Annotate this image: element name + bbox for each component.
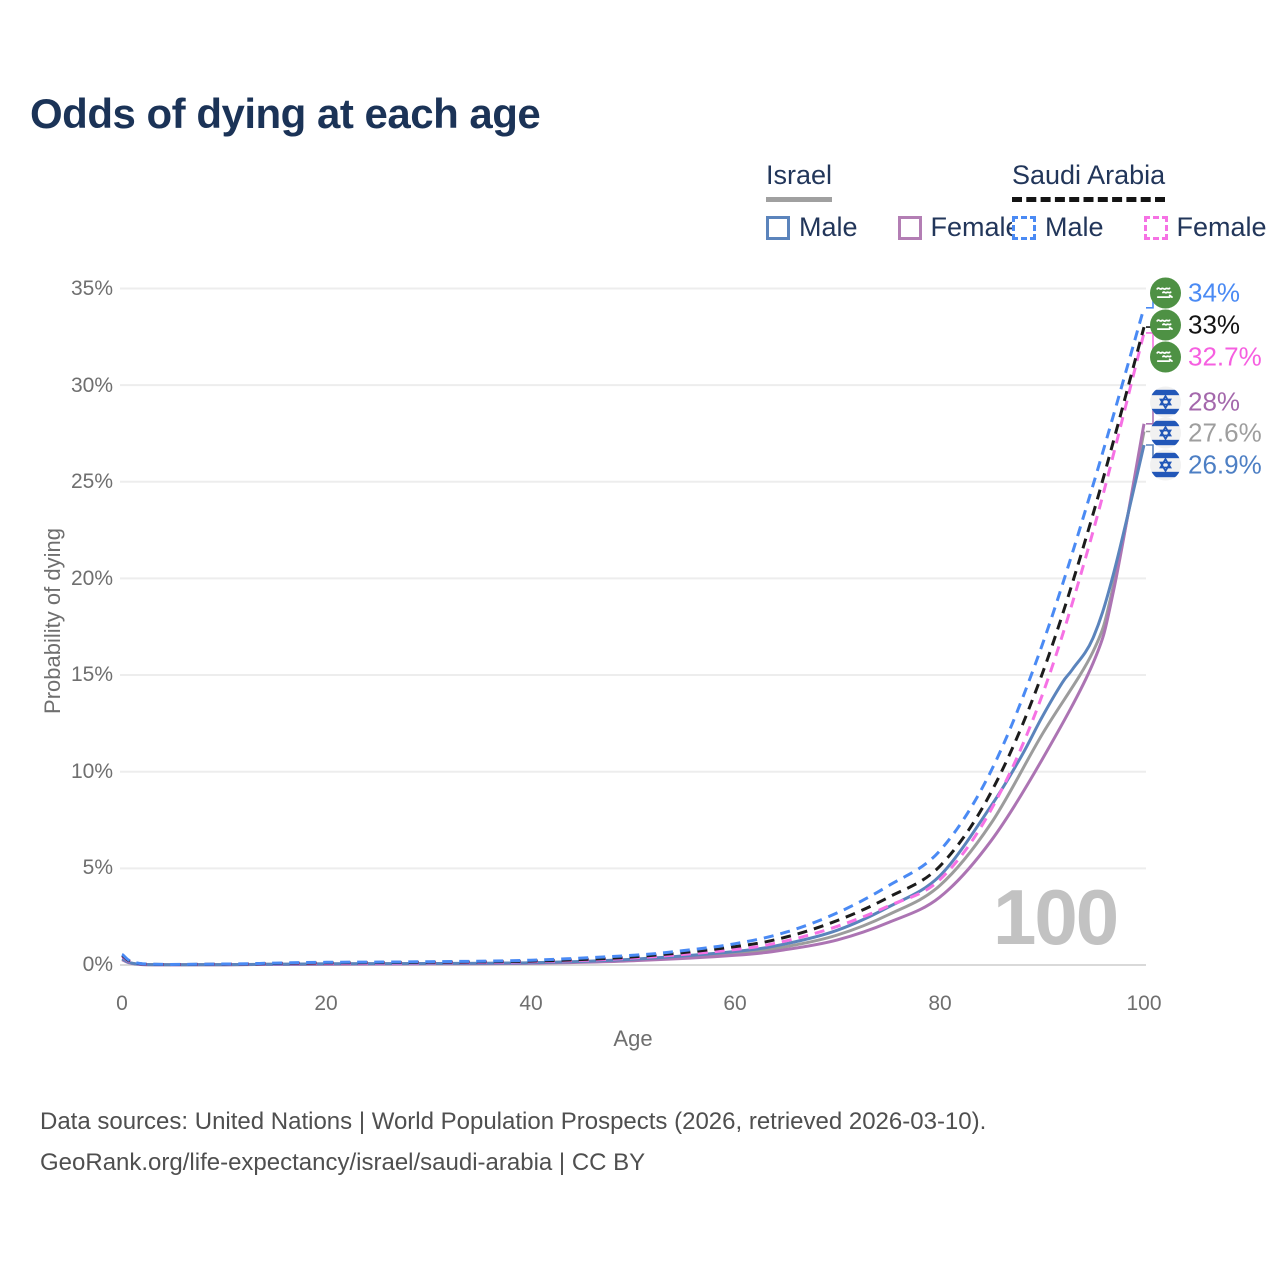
y-axis-title: Probability of dying xyxy=(40,528,65,714)
end-value: 33% xyxy=(1188,309,1241,340)
series-line[interactable] xyxy=(121,332,1146,967)
y-tick-10: 10% xyxy=(70,760,113,783)
y-tick-5: 5% xyxy=(82,856,113,879)
y-tick-0: 0% xyxy=(82,953,113,976)
series-line[interactable] xyxy=(121,307,1146,966)
end-value: 34% xyxy=(1188,277,1241,308)
x-tick-80: 80 xyxy=(928,992,952,1015)
data-sources-text: Data sources: United Nations | World Pop… xyxy=(40,1108,987,1135)
legend-item-saudi-male[interactable]: Male xyxy=(1012,212,1104,243)
israel-flag-icon xyxy=(1150,449,1181,481)
legend-label: Female xyxy=(1176,212,1267,242)
israel-female-swatch-icon xyxy=(897,215,922,240)
end-label-saudi-male: 34% xyxy=(1150,277,1241,309)
legend-label: Male xyxy=(1045,212,1104,242)
x-axis-title: Age xyxy=(613,1026,653,1051)
end-label-israel-female: 28% xyxy=(1150,386,1241,418)
x-tick-60: 60 xyxy=(723,992,747,1015)
legend-title-israel: Israel xyxy=(766,160,833,202)
saudi-arabia-flag-icon xyxy=(1150,341,1181,373)
series-line[interactable] xyxy=(121,444,1146,967)
attribution-text: GeoRank.org/life-expectancy/israel/saudi… xyxy=(40,1149,646,1176)
israel-flag-icon xyxy=(1150,417,1181,449)
legend-title-saudi-arabia: Saudi Arabia xyxy=(1012,160,1166,202)
series-line[interactable] xyxy=(121,423,1146,967)
end-value: 28% xyxy=(1188,386,1241,417)
israel-flag-icon xyxy=(1150,386,1181,418)
israel-male-swatch-icon xyxy=(766,215,790,240)
y-tick-20: 20% xyxy=(70,567,113,590)
x-tick-0: 0 xyxy=(116,992,128,1015)
legend-group-saudi-arabia: Saudi Arabia Male Female xyxy=(1012,160,1267,243)
page-title: Odds of dying at each age xyxy=(30,90,541,137)
series-line[interactable] xyxy=(121,431,1146,967)
end-label-saudi-female: 32.7% xyxy=(1150,341,1262,373)
end-value: 26.9% xyxy=(1188,449,1262,480)
end-label-saudi-both: 33% xyxy=(1150,309,1241,341)
legend-item-israel-female[interactable]: Female xyxy=(897,212,1021,243)
legend-label: Male xyxy=(799,212,858,242)
end-label-israel-male: 26.9% xyxy=(1150,449,1262,481)
age-watermark: 100 xyxy=(993,873,1119,961)
y-tick-25: 25% xyxy=(70,470,113,493)
end-label-israel-both: 27.6% xyxy=(1150,417,1262,449)
end-value: 27.6% xyxy=(1188,417,1262,448)
legend-item-israel-male[interactable]: Male xyxy=(766,212,858,243)
y-tick-30: 30% xyxy=(70,374,113,397)
x-tick-20: 20 xyxy=(314,992,338,1015)
saudi-arabia-flag-icon xyxy=(1150,309,1181,341)
end-value: 32.7% xyxy=(1188,341,1262,372)
saudi-male-swatch-icon xyxy=(1012,215,1036,240)
saudi-arabia-flag-icon xyxy=(1150,277,1181,309)
x-tick-40: 40 xyxy=(519,992,543,1015)
legend-group-israel: Israel Male Female xyxy=(766,160,1021,243)
x-tick-100: 100 xyxy=(1126,992,1162,1015)
chart-plot-area[interactable] xyxy=(0,0,1280,1080)
y-tick-15: 15% xyxy=(70,663,113,686)
legend-label: Female xyxy=(930,212,1021,242)
legend-item-saudi-female[interactable]: Female xyxy=(1143,212,1267,243)
saudi-female-swatch-icon xyxy=(1143,215,1168,240)
y-tick-35: 35% xyxy=(70,277,113,300)
